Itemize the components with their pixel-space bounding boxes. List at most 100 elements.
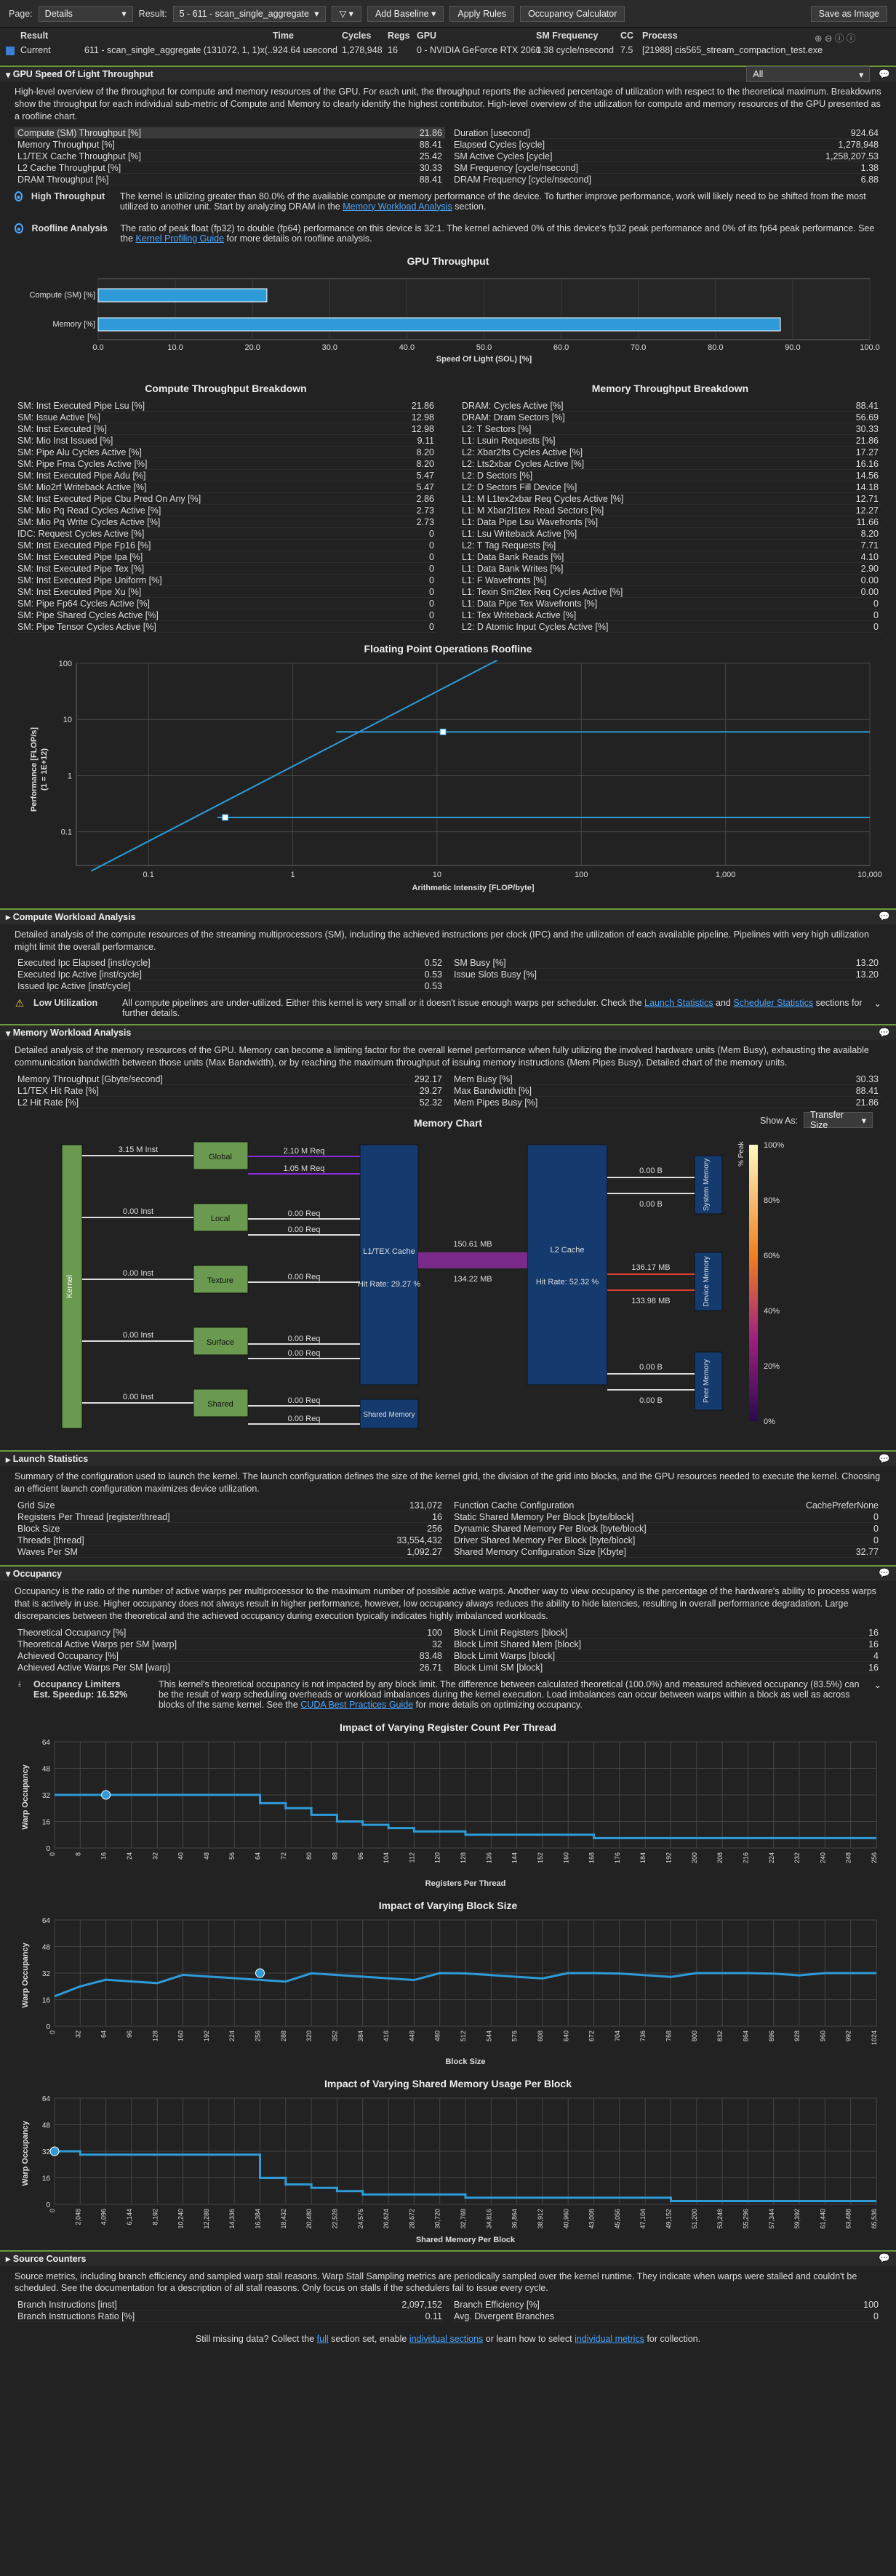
current-config-point <box>49 2146 60 2156</box>
metric-label: SM: Pipe Shared Cycles Active [%] <box>17 609 159 620</box>
x-tick: 544 <box>485 2031 492 2041</box>
result-select[interactable]: 5 - 611 - scan_single_aggregate ▾ <box>172 5 326 22</box>
local-label: Local <box>211 1215 230 1223</box>
metric-value: 0 <box>873 621 879 632</box>
metric-label: SM: Inst Executed Pipe Ipa [%] <box>17 551 143 562</box>
info-icon: ● <box>15 223 23 233</box>
inst-label: 3.15 M Inst <box>119 1145 158 1154</box>
metric-value: 29.27 <box>419 1086 442 1097</box>
metric-label: Static Shared Memory Per Block [byte/blo… <box>454 1511 634 1522</box>
comment-icon[interactable]: 💬 <box>879 1453 890 1464</box>
x-tick: 64 <box>100 2031 108 2038</box>
tick-label: 10 <box>433 871 441 879</box>
global-label: Global <box>209 1153 232 1161</box>
metric-label: Achieved Active Warps Per SM [warp] <box>17 1662 171 1673</box>
roofline-chart: 0.1 1 10 100 1,000 10,000 100 10 1 0.1 Arithmetic … <box>30 645 882 892</box>
link-scheduler-stats[interactable]: Scheduler Statistics <box>733 998 814 1009</box>
memory-section-header[interactable]: ▾ Memory Workload Analysis 💬 <box>0 1024 896 1041</box>
link-profiling-guide[interactable]: Kernel Profiling Guide <box>135 233 225 244</box>
comment-icon[interactable]: 💬 <box>879 2253 890 2263</box>
metric-label: L1: Data Pipe Lsu Wavefronts [%] <box>462 516 599 527</box>
roofline-slope <box>90 645 524 872</box>
metric-label: L1/TEX Hit Rate [%] <box>17 1086 99 1097</box>
comment-icon[interactable]: 💬 <box>879 1568 890 1579</box>
sysmem-label: System Memory <box>703 1159 711 1211</box>
metric-value: 0 <box>873 2311 879 2322</box>
metric-value: 2.73 <box>416 505 434 516</box>
x-tick: 608 <box>537 2031 544 2041</box>
occupancy-section-header[interactable]: ▾ Occupancy 💬 <box>0 1564 896 1581</box>
metric-value: 2.86 <box>416 493 434 504</box>
metric-value: 131,072 <box>409 1500 442 1511</box>
filter-button[interactable]: ▽ ▾ <box>331 5 361 22</box>
x-tick: 352 <box>331 2031 338 2041</box>
metric-row: Issued Ipc Active [inst/cycle] 0.53 <box>15 980 445 993</box>
launch-section-header[interactable]: ▸ Launch Statistics 💬 <box>0 1450 896 1467</box>
metric-value: 2,097,152 <box>401 2300 442 2311</box>
metric-value: 0 <box>873 598 879 609</box>
metric-row: SM: Pipe Alu Cycles Active [%] 8.20 <box>15 447 437 458</box>
metric-row: L2: T Sectors [%] 30.33 <box>459 423 881 435</box>
link-cuda-guide[interactable]: CUDA Best Practices Guide <box>300 1699 414 1710</box>
expand-icon[interactable]: ⌄ <box>873 999 881 1009</box>
metric-row: SM Active Cycles [cycle] 1,258,207.53 <box>451 151 881 162</box>
comment-icon[interactable]: 💬 <box>879 911 890 922</box>
transfer-size-select[interactable]: Transfer Size ▾ <box>804 1110 873 1130</box>
page-select[interactable]: Details ▾ <box>38 5 133 22</box>
metric-row: L1: Lsuin Requests [%] 21.86 <box>459 435 881 447</box>
expand-icon[interactable]: ⌄ <box>873 1679 881 1690</box>
tick-label: 30.0 <box>322 343 337 352</box>
metric-row: SM: Pipe Tensor Cycles Active [%] 0 <box>15 621 437 633</box>
add-baseline-button[interactable]: Add Baseline ▾ <box>367 5 444 22</box>
x-tick: 672 <box>588 2031 596 2041</box>
link-metrics[interactable]: individual metrics <box>575 2334 644 2345</box>
x-tick: 0 <box>49 1852 56 1856</box>
regs-value: 16 <box>388 45 398 55</box>
metric-value: 56.69 <box>855 412 879 423</box>
metric-value: 0 <box>429 528 434 539</box>
link-sections[interactable]: individual sections <box>409 2334 484 2345</box>
y-tick: 64 <box>42 1739 51 1747</box>
tick-label: 70.0 <box>631 343 646 352</box>
x-tick: 18,432 <box>280 2209 287 2229</box>
save-image-button[interactable]: Save as Image <box>810 5 887 22</box>
comment-icon[interactable]: 💬 <box>879 68 890 79</box>
metric-value: 83.48 <box>419 1650 442 1661</box>
metric-label: SM: Inst Executed Pipe Fp16 [%] <box>17 540 151 551</box>
metric-row: Mem Pipes Busy [%] 21.86 <box>451 1097 881 1109</box>
x-tick: 57,344 <box>768 2209 775 2229</box>
metric-label: Memory Throughput [%] <box>17 139 115 150</box>
metric-label: SM: Issue Active [%] <box>17 412 100 423</box>
comment-icon[interactable]: 💬 <box>879 1027 890 1038</box>
metric-value: 0 <box>429 586 434 597</box>
x-tick: 32,768 <box>460 2209 467 2229</box>
metric-label: Achieved Occupancy [%] <box>17 1650 119 1661</box>
link-full[interactable]: full <box>316 2334 329 2345</box>
metric-label: Executed Ipc Elapsed [inst/cycle] <box>17 958 151 969</box>
link-memory-workload[interactable]: Memory Workload Analysis <box>343 201 452 212</box>
link-launch-stats[interactable]: Launch Statistics <box>644 998 713 1009</box>
x-tick: 36,864 <box>511 2209 519 2229</box>
metric-value: 16 <box>868 1639 879 1649</box>
metric-row: Memory Throughput [Gbyte/second] 292.17 <box>15 1073 445 1086</box>
header-action-icons[interactable]: ⊕ ⊖ ⓘ ⓘ <box>815 33 856 44</box>
tick-label: 50.0 <box>476 343 492 352</box>
x-tick: 928 <box>793 2031 801 2041</box>
gpu-value: 0 - NVIDIA GeForce RTX 2060 <box>417 45 541 55</box>
metric-row: DRAM Throughput [%] 88.41 <box>15 174 445 185</box>
collapse-icon: ▾ <box>6 69 13 80</box>
occupancy-calculator-button[interactable]: Occupancy Calculator <box>520 5 625 22</box>
apply-rules-button[interactable]: Apply Rules <box>449 5 515 22</box>
metric-value: 88.41 <box>855 1086 879 1097</box>
tick-label: 10 <box>63 716 72 724</box>
sol-dropdown[interactable]: All ▾ <box>746 66 871 82</box>
metric-row: L1: Data Bank Reads [%] 4.10 <box>459 551 881 563</box>
compute-section-header[interactable]: ▸ Compute Workload Analysis 💬 <box>0 908 896 924</box>
breakdown-tables: Compute Throughput Breakdown SM: Inst Exe… <box>0 377 896 633</box>
source-section-header[interactable]: ▸ Source Counters 💬 <box>0 2249 896 2266</box>
sol-section-header[interactable]: ▾ GPU Speed Of Light Throughput All ▾ 💬 <box>0 65 896 82</box>
x-tick: 224 <box>228 2031 236 2041</box>
inst-label: 0.00 Inst <box>123 1269 153 1278</box>
metric-value: 0.11 <box>425 2311 442 2322</box>
x-tick: 320 <box>305 2031 313 2041</box>
